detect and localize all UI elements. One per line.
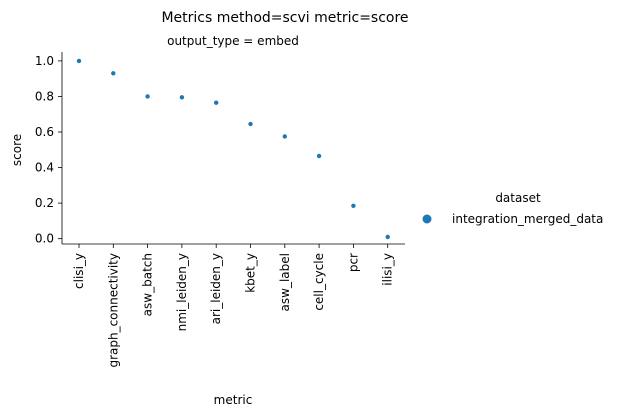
x-tick-label: ari_leiden_y <box>209 253 223 324</box>
data-point <box>179 95 185 100</box>
x-tick-label: graph_connectivity <box>106 253 120 368</box>
y-tick-label: 0.2 <box>35 196 54 210</box>
data-point <box>145 94 150 99</box>
x-axis-label: metric <box>214 393 253 407</box>
legend-title: dataset <box>495 191 541 205</box>
data-point <box>351 203 356 208</box>
x-axis: clisi_y graph_connectivity asw_batch nmi_le… <box>62 243 405 407</box>
x-tick-label: asw_batch <box>141 253 155 316</box>
x-tick-label: pcr <box>346 253 360 272</box>
legend: dataset integration_merged_data <box>422 191 603 226</box>
y-tick-group: 0.0 0.2 0.4 0.6 0.8 1.0 <box>35 54 62 246</box>
data-point <box>248 121 253 127</box>
x-tick-label: ilisi_y <box>381 253 395 286</box>
data-point <box>214 100 219 105</box>
y-tick-label: 1.0 <box>35 54 54 68</box>
data-point <box>316 153 322 159</box>
data-point <box>282 134 287 139</box>
x-tick-label: clisi_y <box>72 253 86 289</box>
y-tick-label: 0.0 <box>35 232 54 246</box>
legend-marker <box>422 214 432 224</box>
data-point <box>76 58 82 64</box>
legend-label: integration_merged_data <box>452 212 603 226</box>
x-tick-group: clisi_y graph_connectivity asw_batch nmi_le… <box>72 244 395 368</box>
x-tick-label: asw_label <box>278 253 292 311</box>
x-tick-label: cell_cycle <box>312 253 326 311</box>
x-tick-label: nmi_leiden_y <box>175 253 189 331</box>
y-tick-label: 0.4 <box>35 161 54 175</box>
x-tick-label: kbet_y <box>244 253 258 293</box>
data-point <box>385 234 390 240</box>
y-tick-label: 0.6 <box>35 125 54 139</box>
y-axis-label: score <box>10 134 24 166</box>
chart-subtitle: output_type = embed <box>167 34 299 48</box>
y-tick-label: 0.8 <box>35 89 54 103</box>
chart-title: Metrics method=scvi metric=score <box>161 10 408 26</box>
y-axis: 0.0 0.2 0.4 0.6 0.8 1.0 score <box>10 52 63 246</box>
data-point <box>111 71 116 76</box>
data-points <box>76 58 390 240</box>
